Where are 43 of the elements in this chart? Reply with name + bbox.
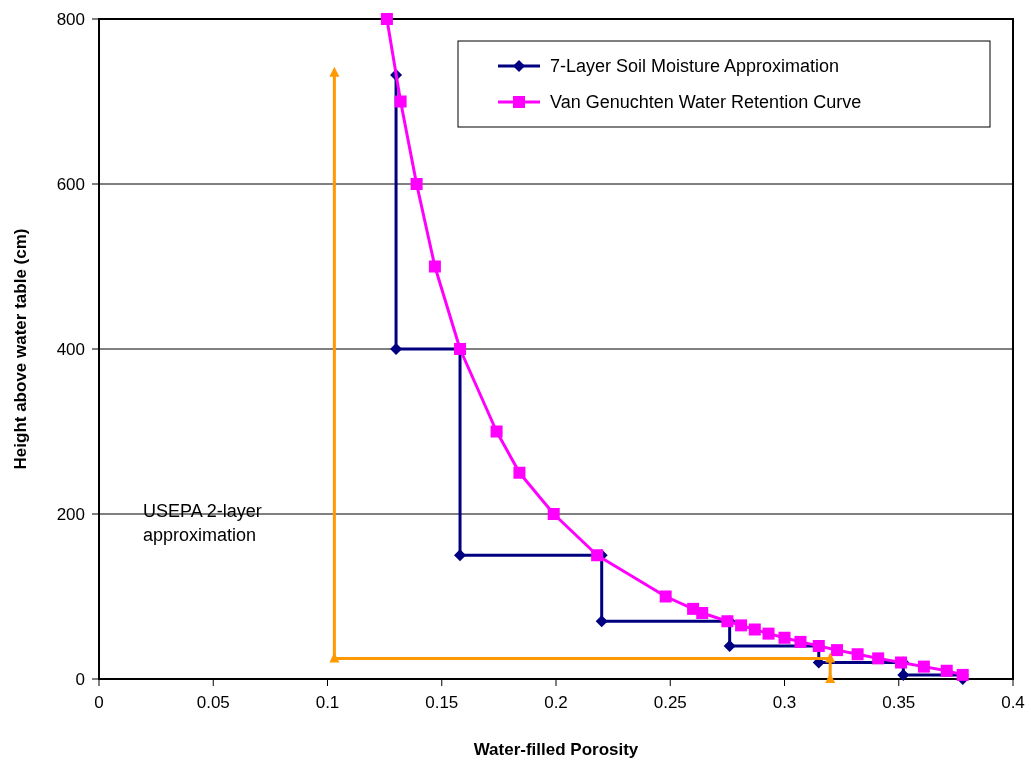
point bbox=[762, 627, 775, 640]
point bbox=[394, 95, 407, 108]
y-tick-label: 200 bbox=[56, 505, 85, 524]
y-tick-label: 800 bbox=[56, 10, 85, 29]
point bbox=[410, 178, 423, 190]
point bbox=[595, 615, 608, 628]
point bbox=[748, 623, 761, 636]
point bbox=[825, 652, 836, 663]
y-tick-label: 600 bbox=[56, 175, 85, 194]
point bbox=[696, 607, 709, 619]
x-tick-label: 0.4 bbox=[1001, 693, 1025, 712]
point bbox=[547, 508, 560, 520]
point bbox=[490, 425, 503, 438]
point bbox=[794, 635, 807, 648]
x-tick-label: 0.1 bbox=[315, 693, 340, 712]
point bbox=[831, 644, 844, 657]
legend-label: 7-Layer Soil Moisture Approximation bbox=[550, 56, 840, 76]
y-tick-label: 400 bbox=[56, 340, 85, 359]
x-tick-label: 0 bbox=[94, 693, 104, 712]
point bbox=[380, 13, 393, 25]
x-axis-title: Water-filled Porosity bbox=[473, 740, 639, 759]
annotation: USEPA 2-layer approximation bbox=[143, 501, 262, 545]
point bbox=[917, 660, 930, 673]
point bbox=[428, 260, 441, 273]
x-tick-label: 0.15 bbox=[425, 693, 459, 712]
y-tick-label: 0 bbox=[75, 670, 85, 689]
point bbox=[940, 664, 953, 677]
x-tick-label: 0.2 bbox=[544, 693, 568, 712]
x-tick-label: 0.35 bbox=[882, 693, 916, 712]
point bbox=[872, 652, 885, 665]
x-tick-label: 0.25 bbox=[653, 693, 687, 712]
point bbox=[723, 640, 736, 652]
x-tick-label: 0.3 bbox=[772, 693, 797, 712]
point bbox=[778, 631, 791, 644]
point bbox=[591, 549, 604, 562]
x-tick-label: 0.05 bbox=[196, 693, 230, 712]
y-axis-title: Height above water table (cm) bbox=[11, 228, 30, 470]
point bbox=[735, 619, 748, 632]
point bbox=[659, 590, 672, 603]
legend-label: Van Genuchten Water Retention Curve bbox=[550, 92, 862, 112]
point bbox=[851, 648, 864, 661]
point bbox=[513, 466, 526, 479]
point bbox=[329, 66, 340, 77]
